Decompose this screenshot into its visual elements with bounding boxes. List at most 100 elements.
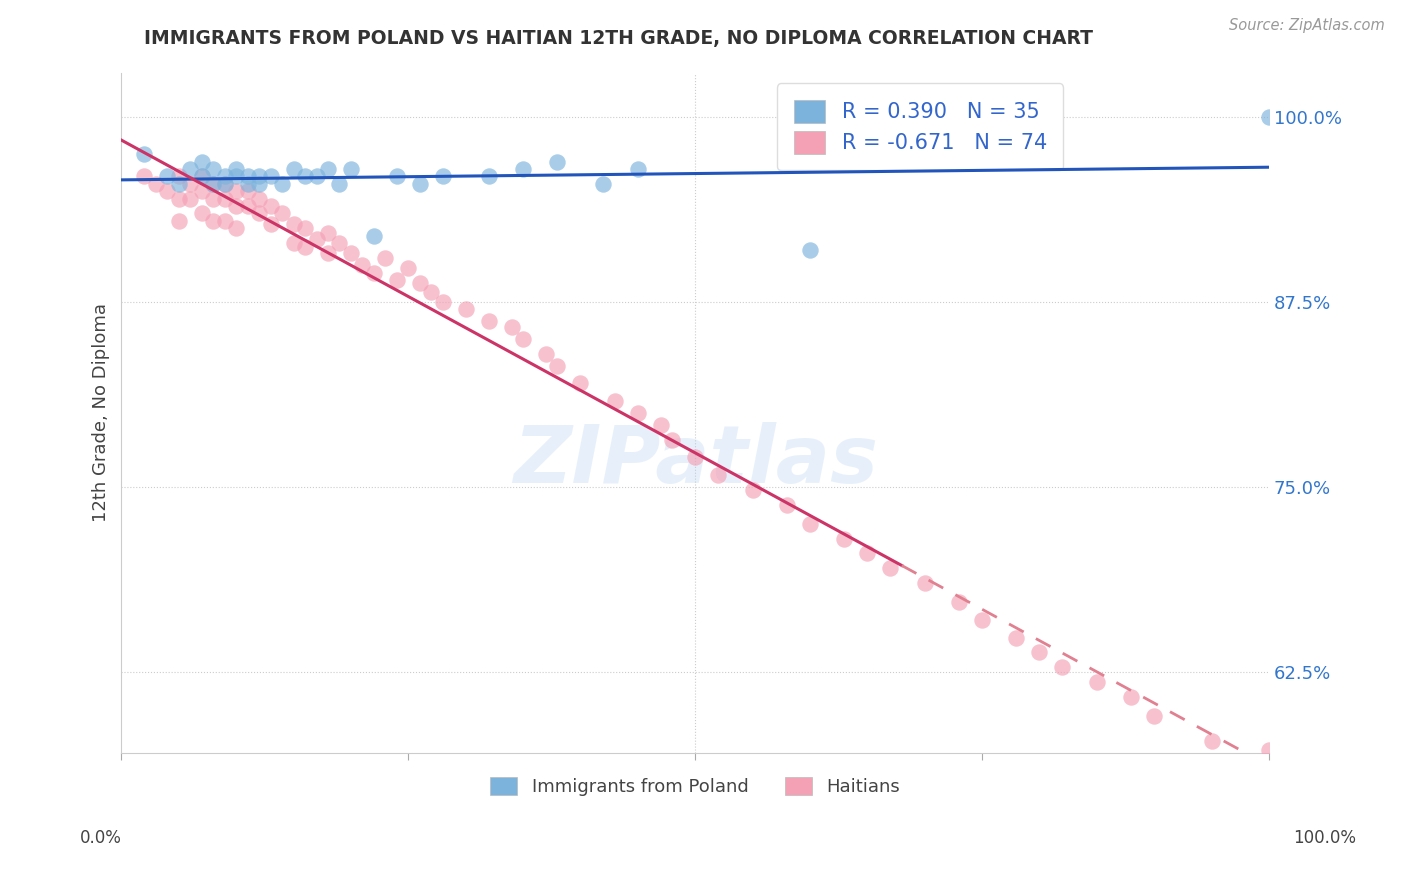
Point (501, 320, 523, 334)
Point (247, 206, 270, 220)
Point (385, 169, 408, 184)
Point (385, 273, 408, 287)
Point (478, 169, 501, 184)
Point (167, 214, 190, 228)
Point (340, 246, 363, 260)
Point (454, 302, 477, 317)
Point (396, 261, 419, 276)
Point (650, 417, 672, 432)
Point (225, 199, 247, 213)
Point (547, 359, 569, 373)
Point (247, 177, 270, 191)
Point (970, 613, 993, 627)
Point (179, 192, 201, 206)
Point (191, 169, 214, 184)
Point (225, 169, 247, 184)
Point (214, 177, 236, 191)
Point (214, 192, 236, 206)
Point (225, 184, 247, 198)
Point (191, 154, 214, 169)
Point (191, 184, 214, 198)
Point (191, 206, 214, 220)
Text: ZIPatlas: ZIPatlas (513, 422, 877, 500)
Point (316, 162, 339, 177)
Point (167, 177, 190, 191)
Point (283, 217, 305, 231)
Point (592, 177, 614, 191)
Point (374, 251, 396, 265)
Point (283, 235, 305, 250)
Point (225, 221, 247, 235)
Point (534, 347, 557, 361)
Text: Source: ZipAtlas.com: Source: ZipAtlas.com (1229, 18, 1385, 33)
Point (247, 169, 270, 184)
Text: 0.0%: 0.0% (80, 829, 122, 847)
Point (914, 575, 936, 590)
Point (409, 276, 432, 290)
Point (627, 162, 650, 177)
Point (134, 169, 156, 184)
Point (179, 177, 201, 191)
Point (409, 177, 432, 191)
Point (236, 184, 259, 198)
Point (707, 468, 730, 483)
Point (1028, 645, 1050, 659)
Point (1201, 734, 1223, 748)
Point (191, 169, 214, 184)
Point (202, 162, 225, 177)
Point (1005, 631, 1028, 645)
Point (247, 192, 270, 206)
Point (1258, 743, 1281, 757)
Point (420, 285, 443, 299)
Point (478, 314, 501, 328)
Point (1258, 111, 1281, 125)
Point (214, 177, 236, 191)
Text: IMMIGRANTS FROM POLAND VS HAITIAN 12TH GRADE, NO DIPLOMA CORRELATION CHART: IMMIGRANTS FROM POLAND VS HAITIAN 12TH G… (145, 29, 1092, 48)
Point (259, 199, 281, 213)
Point (305, 231, 328, 245)
Point (202, 177, 225, 191)
Point (1143, 709, 1166, 723)
Point (134, 147, 156, 161)
Point (1121, 690, 1143, 704)
Point (352, 258, 374, 272)
Point (294, 221, 316, 235)
Point (603, 394, 626, 409)
Point (225, 162, 247, 177)
Point (741, 483, 763, 497)
Point (340, 162, 363, 177)
Point (145, 177, 167, 191)
Point (948, 595, 970, 609)
Point (167, 169, 190, 184)
Point (179, 162, 201, 177)
Point (879, 561, 901, 575)
Point (547, 154, 569, 169)
Point (799, 244, 821, 258)
Point (202, 214, 225, 228)
Point (294, 169, 316, 184)
Point (328, 177, 350, 191)
Point (569, 376, 592, 391)
Point (1052, 660, 1074, 674)
Point (271, 206, 294, 220)
Point (363, 228, 385, 243)
Point (305, 169, 328, 184)
Legend: Immigrants from Poland, Haitians: Immigrants from Poland, Haitians (481, 768, 910, 805)
Point (214, 214, 236, 228)
Point (202, 177, 225, 191)
Point (316, 246, 339, 260)
Point (776, 498, 799, 512)
Point (661, 433, 683, 447)
Point (328, 235, 350, 250)
Point (799, 516, 821, 531)
Point (259, 217, 281, 231)
Point (512, 332, 534, 346)
Point (294, 240, 316, 254)
Text: 100.0%: 100.0% (1294, 829, 1355, 847)
Point (683, 450, 706, 465)
Point (432, 295, 454, 310)
Point (627, 406, 650, 420)
Point (156, 169, 179, 184)
Point (236, 169, 259, 184)
Point (236, 199, 259, 213)
